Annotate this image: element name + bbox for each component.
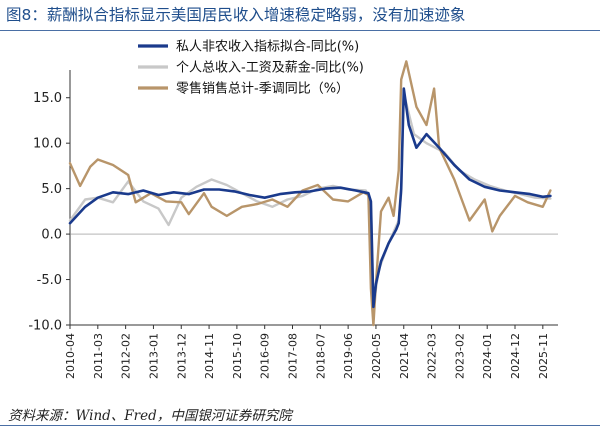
x-tick-label: 2020-05 xyxy=(370,333,383,379)
legend-label: 私人非农收入指标拟合-同比(%) xyxy=(176,40,359,55)
series-line-personal-total-income xyxy=(68,92,552,308)
legend-label: 个人总收入-工资及薪金-同比(%) xyxy=(176,60,364,76)
legend: 私人非农收入指标拟合-同比(%) 个人总收入-工资及薪金-同比(%) 零售销售总计-… xyxy=(138,40,364,97)
x-tick-label: 2023-02 xyxy=(453,333,466,379)
x-tick-label: 2018-07 xyxy=(314,333,327,379)
x-tick-label: 2024-01 xyxy=(481,333,494,379)
legend-item: 零售销售总计-季调同比（%） xyxy=(138,81,349,97)
x-axis: 2010-04 2011-03 2012-02 2013-01 2013-12 2014-… xyxy=(64,324,558,379)
y-tick-label: 5.0 xyxy=(41,182,62,197)
x-tick-label: 2012-02 xyxy=(120,333,133,379)
series-layer xyxy=(68,60,552,327)
x-tick-label: 2017-08 xyxy=(287,333,300,379)
x-tick-label: 2015-10 xyxy=(231,333,244,379)
x-tick-label: 2019-06 xyxy=(342,333,355,379)
x-tick-label: 2021-04 xyxy=(398,333,411,379)
x-tick-label: 2010-04 xyxy=(64,333,77,379)
x-tick-label: 2013-12 xyxy=(175,333,188,379)
y-tick-label: 0.0 xyxy=(41,228,62,243)
x-tick-label: 2024-12 xyxy=(509,333,522,379)
y-tick-label: 10.0 xyxy=(33,137,62,152)
title-divider xyxy=(0,30,600,31)
source-note: 资料来源：Wind、Fred，中国银河证券研究院 xyxy=(8,408,292,424)
y-tick-label: -5.0 xyxy=(37,273,62,288)
x-tick-label: 2014-11 xyxy=(203,333,216,379)
series-line-private-income xyxy=(68,87,552,309)
x-tick-label: 2013-01 xyxy=(147,333,160,379)
bottom-divider xyxy=(0,425,600,426)
y-axis: 15.0 10.0 5.0 0.0 -5.0 -10.0 xyxy=(28,70,71,334)
y-tick-label: -10.0 xyxy=(28,319,62,334)
x-tick-label: 2016-09 xyxy=(259,333,272,379)
legend-item: 私人非农收入指标拟合-同比(%) xyxy=(138,40,359,55)
x-tick-label: 2025-11 xyxy=(537,333,550,379)
x-tick-label: 2011-03 xyxy=(92,333,105,379)
legend-label: 零售销售总计-季调同比（%） xyxy=(176,81,349,97)
figure-title: 图8：薪酬拟合指标显示美国居民收入增速稳定略弱，没有加速迹象 xyxy=(6,6,466,24)
x-tick-label: 2022-03 xyxy=(426,333,439,379)
y-tick-label: 15.0 xyxy=(33,91,62,106)
legend-item: 个人总收入-工资及薪金-同比(%) xyxy=(138,60,364,76)
